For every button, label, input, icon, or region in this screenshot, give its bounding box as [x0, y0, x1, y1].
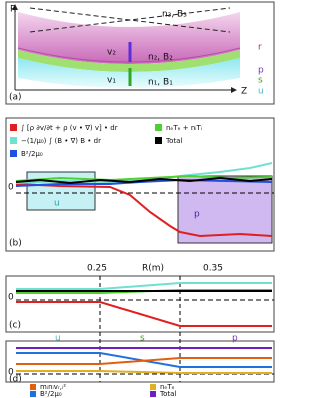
tick-label: 0 [8, 183, 14, 193]
legend-label: −(1/μ₀) ∫ (B • ∇) B • dr [21, 137, 101, 145]
panel-frame [5, 340, 275, 383]
tick-label: 0.25 [87, 264, 107, 274]
region-box [177, 175, 273, 244]
legend-swatch [150, 391, 156, 397]
panel-a: R Z n₃, B₃ n₂, B₂ n₁, B₁ v₂ v₁ r p s u (… [5, 1, 275, 105]
legend-swatch [10, 150, 17, 157]
tick-label: 0.35 [203, 264, 223, 274]
legend-label: Total [165, 137, 182, 145]
region-label: u [55, 334, 61, 344]
legend-swatch [155, 124, 162, 131]
legend-swatch [10, 137, 17, 144]
legend-label: nₑTₑ + nᵢTᵢ [166, 124, 202, 132]
legend-label: nₑTₑ [160, 383, 175, 391]
box-label: p [194, 210, 200, 220]
label: R [10, 5, 16, 15]
legend-label: B²/2μ₀ [40, 390, 62, 398]
tick-label: 0 [8, 368, 14, 378]
box-label: u [54, 199, 60, 209]
region-label: s [258, 76, 263, 86]
panel-label: (c) [9, 321, 21, 331]
region-label: s [140, 334, 145, 344]
label: v₂ [107, 48, 116, 58]
dashed-line [29, 7, 231, 33]
curve [15, 176, 273, 185]
legend-label: ∫ [ρ ∂v/∂t + ρ (v • ∇) v] • dr [21, 124, 118, 132]
label: n₂, B₂ [148, 53, 173, 63]
legend-swatch [10, 124, 17, 131]
panel-b: ∫ [ρ ∂v/∂t + ρ (v • ∇) v] • dr −(1/μ₀) ∫… [5, 117, 275, 274]
curve [16, 301, 272, 327]
legend-swatch [155, 137, 162, 144]
panel-frame [5, 275, 275, 333]
tick-label: 0 [8, 293, 14, 303]
region-label: p [258, 66, 264, 76]
label: n₃, B₃ [162, 10, 187, 20]
curve [16, 370, 272, 374]
legend-swatch [30, 391, 36, 397]
legend-label: Total [159, 390, 176, 398]
panel-label: (b) [9, 239, 22, 249]
panel-cd: 0 (c) u s p 0 (d) mᵢnᵢvᵣ,ᵢ² nₑTₑ B²/2μ₀ … [5, 275, 275, 398]
legend-swatch [30, 384, 36, 390]
panel-label: (a) [9, 93, 22, 103]
curve [16, 357, 272, 365]
panel-label: (d) [9, 375, 22, 385]
label: v₁ [107, 76, 116, 86]
panel-frame [5, 117, 275, 252]
axis-label: R(m) [142, 264, 164, 274]
curve [15, 183, 273, 238]
legend-label: mᵢnᵢvᵣ,ᵢ² [40, 383, 66, 391]
region-label: u [258, 87, 264, 97]
layer-pink [18, 12, 240, 64]
figure: R Z n₃, B₃ n₂, B₂ n₁, B₁ v₂ v₁ r p s u (… [5, 1, 275, 398]
curve [16, 282, 272, 290]
label: n₁, B₁ [148, 78, 173, 88]
legend-label: B²/2μ₀ [21, 150, 43, 158]
layer-green [18, 50, 240, 72]
legend-swatch [150, 384, 156, 390]
region-label: r [258, 43, 262, 53]
region-label: p [232, 334, 238, 344]
label: Z [241, 87, 247, 97]
